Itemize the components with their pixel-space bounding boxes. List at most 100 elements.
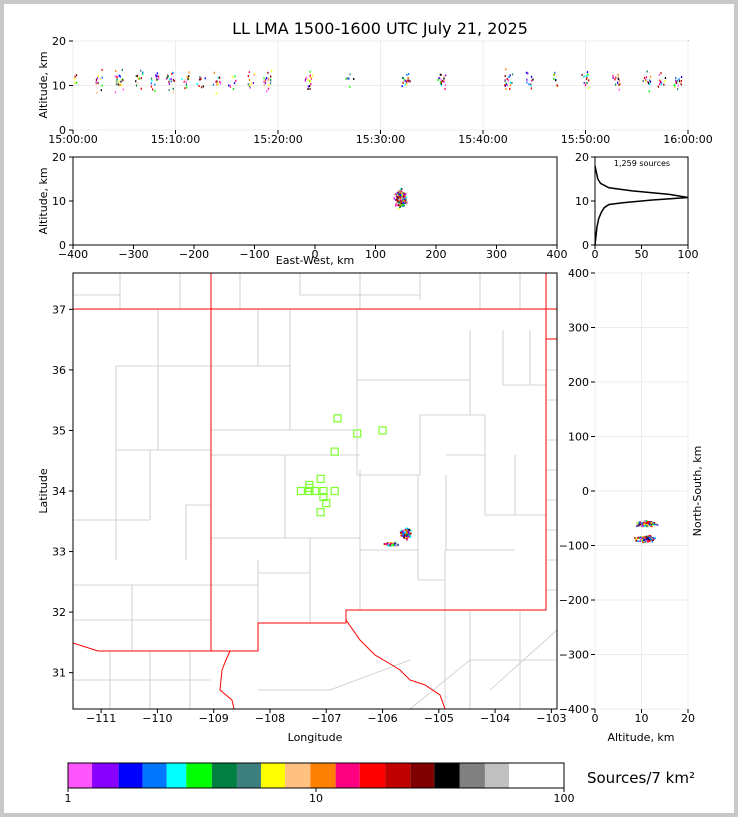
time-source-point xyxy=(506,83,508,86)
time-source-point xyxy=(157,75,160,78)
station-marker xyxy=(353,429,362,438)
time-source-point xyxy=(581,73,583,76)
time-source-point xyxy=(588,79,590,82)
time-source-point xyxy=(674,86,676,89)
ew-altitude-xlabel: East-West, km xyxy=(276,254,354,267)
time-source-point xyxy=(170,80,172,83)
lma-chart: LL LMA 1500-1600 UTC July 21, 2025 15:00… xyxy=(37,19,713,805)
time-source-point xyxy=(310,76,312,79)
time-source-point xyxy=(120,80,122,83)
time-height-panel: 15:00:00 15:10:00 15:20:00 15:30:00 15:40:00… xyxy=(37,35,713,146)
time-source-point xyxy=(115,69,117,72)
time-source-point xyxy=(444,88,446,91)
time-source-point xyxy=(444,84,447,87)
colorbar-cell xyxy=(310,763,336,788)
ns-source-point xyxy=(638,521,641,523)
source-pixels xyxy=(383,527,412,547)
ew-source-point xyxy=(402,193,405,196)
ew-source-point xyxy=(399,189,402,192)
ns-source-point xyxy=(650,522,653,524)
time-source-point xyxy=(250,82,253,85)
ew-source-point xyxy=(395,203,397,205)
map-source-point xyxy=(394,544,396,546)
time-source-point xyxy=(212,83,215,86)
map-source-point xyxy=(404,531,407,534)
time-tick-label: 15:30:00 xyxy=(356,133,405,146)
lat-tick-label: 34 xyxy=(52,485,66,498)
ns-source-point xyxy=(644,540,647,543)
time-source-point xyxy=(409,80,411,83)
time-source-point xyxy=(137,82,139,85)
ew-source-point xyxy=(399,203,401,206)
time-source-point xyxy=(587,73,589,76)
ns-tick-label: 300 xyxy=(568,322,589,335)
time-source-point xyxy=(170,79,172,82)
hist-alt-tick-label: 0 xyxy=(582,239,589,252)
ew-source-point xyxy=(402,198,405,201)
time-source-point xyxy=(307,87,309,90)
ew-source-point xyxy=(398,195,400,198)
time-source-point xyxy=(506,78,508,81)
time-source-point xyxy=(232,87,235,90)
time-source-point xyxy=(184,87,186,90)
ew-source-point xyxy=(403,197,406,200)
time-source-point xyxy=(676,79,679,82)
colorbar-tick-label: 100 xyxy=(554,792,575,805)
time-source-point xyxy=(97,82,99,85)
time-source-point xyxy=(663,83,665,86)
co-county-lines xyxy=(73,273,521,309)
time-source-point xyxy=(96,77,99,80)
time-source-point xyxy=(101,84,103,87)
hist-alt-tick-label: 10 xyxy=(575,195,589,208)
time-source-point xyxy=(188,75,190,78)
time-source-point xyxy=(168,82,171,85)
ew-source-point xyxy=(401,192,403,194)
time-source-point xyxy=(505,87,507,90)
time-source-point xyxy=(583,75,585,78)
time-source-point xyxy=(509,81,511,84)
time-source-point xyxy=(617,73,619,76)
time-source-point xyxy=(440,73,442,76)
map-source-point xyxy=(407,533,410,536)
time-source-point xyxy=(116,80,118,83)
ns-source-point xyxy=(648,540,651,542)
ew-source-point xyxy=(403,204,405,207)
station-marker xyxy=(322,499,331,508)
time-source-point xyxy=(165,78,168,81)
ns-source-point xyxy=(643,523,646,526)
ns-source-point xyxy=(648,538,650,541)
ns-source-point xyxy=(646,537,649,539)
time-source-point xyxy=(135,80,137,83)
hist-alt-tick-label: 20 xyxy=(575,151,589,164)
map-source-point xyxy=(405,533,408,535)
ns-source-point xyxy=(650,523,653,526)
colorbar-cell xyxy=(260,763,286,788)
ew-tick-label: −400 xyxy=(58,248,88,261)
time-source-point xyxy=(219,82,222,85)
time-source-point xyxy=(264,82,267,85)
time-source-point xyxy=(658,73,660,76)
time-source-point xyxy=(188,77,190,80)
map-source-point xyxy=(408,528,411,531)
ew-source-point xyxy=(395,195,398,198)
station-marker xyxy=(296,486,306,496)
time-source-point xyxy=(508,76,510,79)
colorbar-cell xyxy=(410,763,435,788)
ns-source-point xyxy=(643,539,645,541)
ew-altitude-panel: −400 −300 −200 −100 0 100 200 300 400 0 10 20 Altit… xyxy=(37,151,568,267)
ew-tick-label: −300 xyxy=(118,248,148,261)
time-source-point xyxy=(200,86,203,89)
time-source-point xyxy=(270,75,272,78)
time-source-point xyxy=(154,89,156,92)
time-source-point xyxy=(680,76,683,79)
time-source-point xyxy=(530,87,533,90)
ns-source-point xyxy=(649,539,652,542)
map-source-point xyxy=(400,531,402,534)
time-source-point xyxy=(526,79,528,82)
time-source-point xyxy=(249,86,251,89)
ew-source-point xyxy=(396,192,399,194)
time-source-point xyxy=(309,80,311,83)
lat-tick-label: 31 xyxy=(52,667,66,680)
time-source-point xyxy=(440,78,442,81)
ew-source-point xyxy=(405,193,407,195)
